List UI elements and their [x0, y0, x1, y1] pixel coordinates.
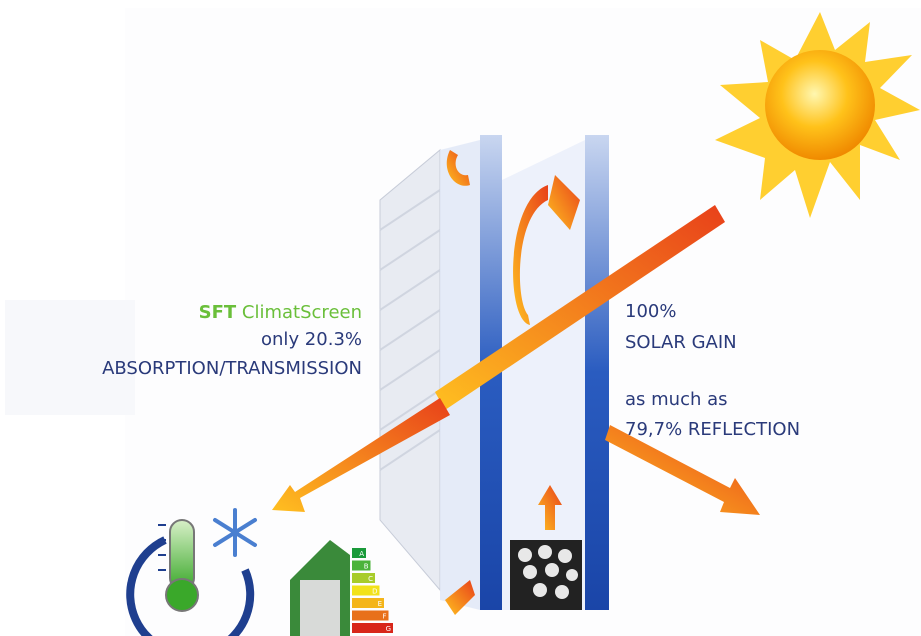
caption-line: ABSORPTION/TRANSMISSION — [102, 358, 362, 379]
energy-bar — [352, 598, 384, 608]
energy-class: F — [382, 613, 386, 621]
product: ClimatScreen — [242, 302, 362, 323]
caption-line: only 20.3% — [261, 329, 362, 350]
energy-class: B — [364, 563, 369, 571]
energy-bar — [352, 573, 375, 583]
energy-class: C — [368, 575, 373, 583]
sun — [715, 12, 920, 218]
caption-line: SOLAR GAIN — [625, 332, 737, 353]
caption-line: as much as — [625, 389, 728, 410]
energy-house — [290, 540, 350, 636]
energy-class: D — [372, 588, 377, 596]
energy-bar — [352, 610, 389, 621]
product-name: SFT ClimatScreen — [199, 302, 362, 323]
energy-bar — [352, 560, 371, 571]
heat-arrows — [272, 150, 760, 615]
glazing — [379, 135, 609, 610]
right-caption: 100% SOLAR GAIN as much as 79,7% REFLECT… — [625, 301, 800, 440]
left-caption: SFT ClimatScreen only 20.3% ABSORPTION/T… — [102, 302, 362, 379]
thermometer-icon — [126, 508, 257, 636]
energy-class: E — [378, 600, 382, 608]
caption-line: 79,7% REFLECTION — [625, 419, 800, 440]
energy-class: A — [359, 550, 364, 558]
energy-class: G — [386, 625, 391, 633]
energy-bar — [352, 623, 393, 633]
caption-line: 100% — [625, 301, 676, 322]
energy-bar — [352, 585, 380, 596]
brand: SFT — [199, 302, 237, 323]
energy-bar — [352, 548, 366, 558]
